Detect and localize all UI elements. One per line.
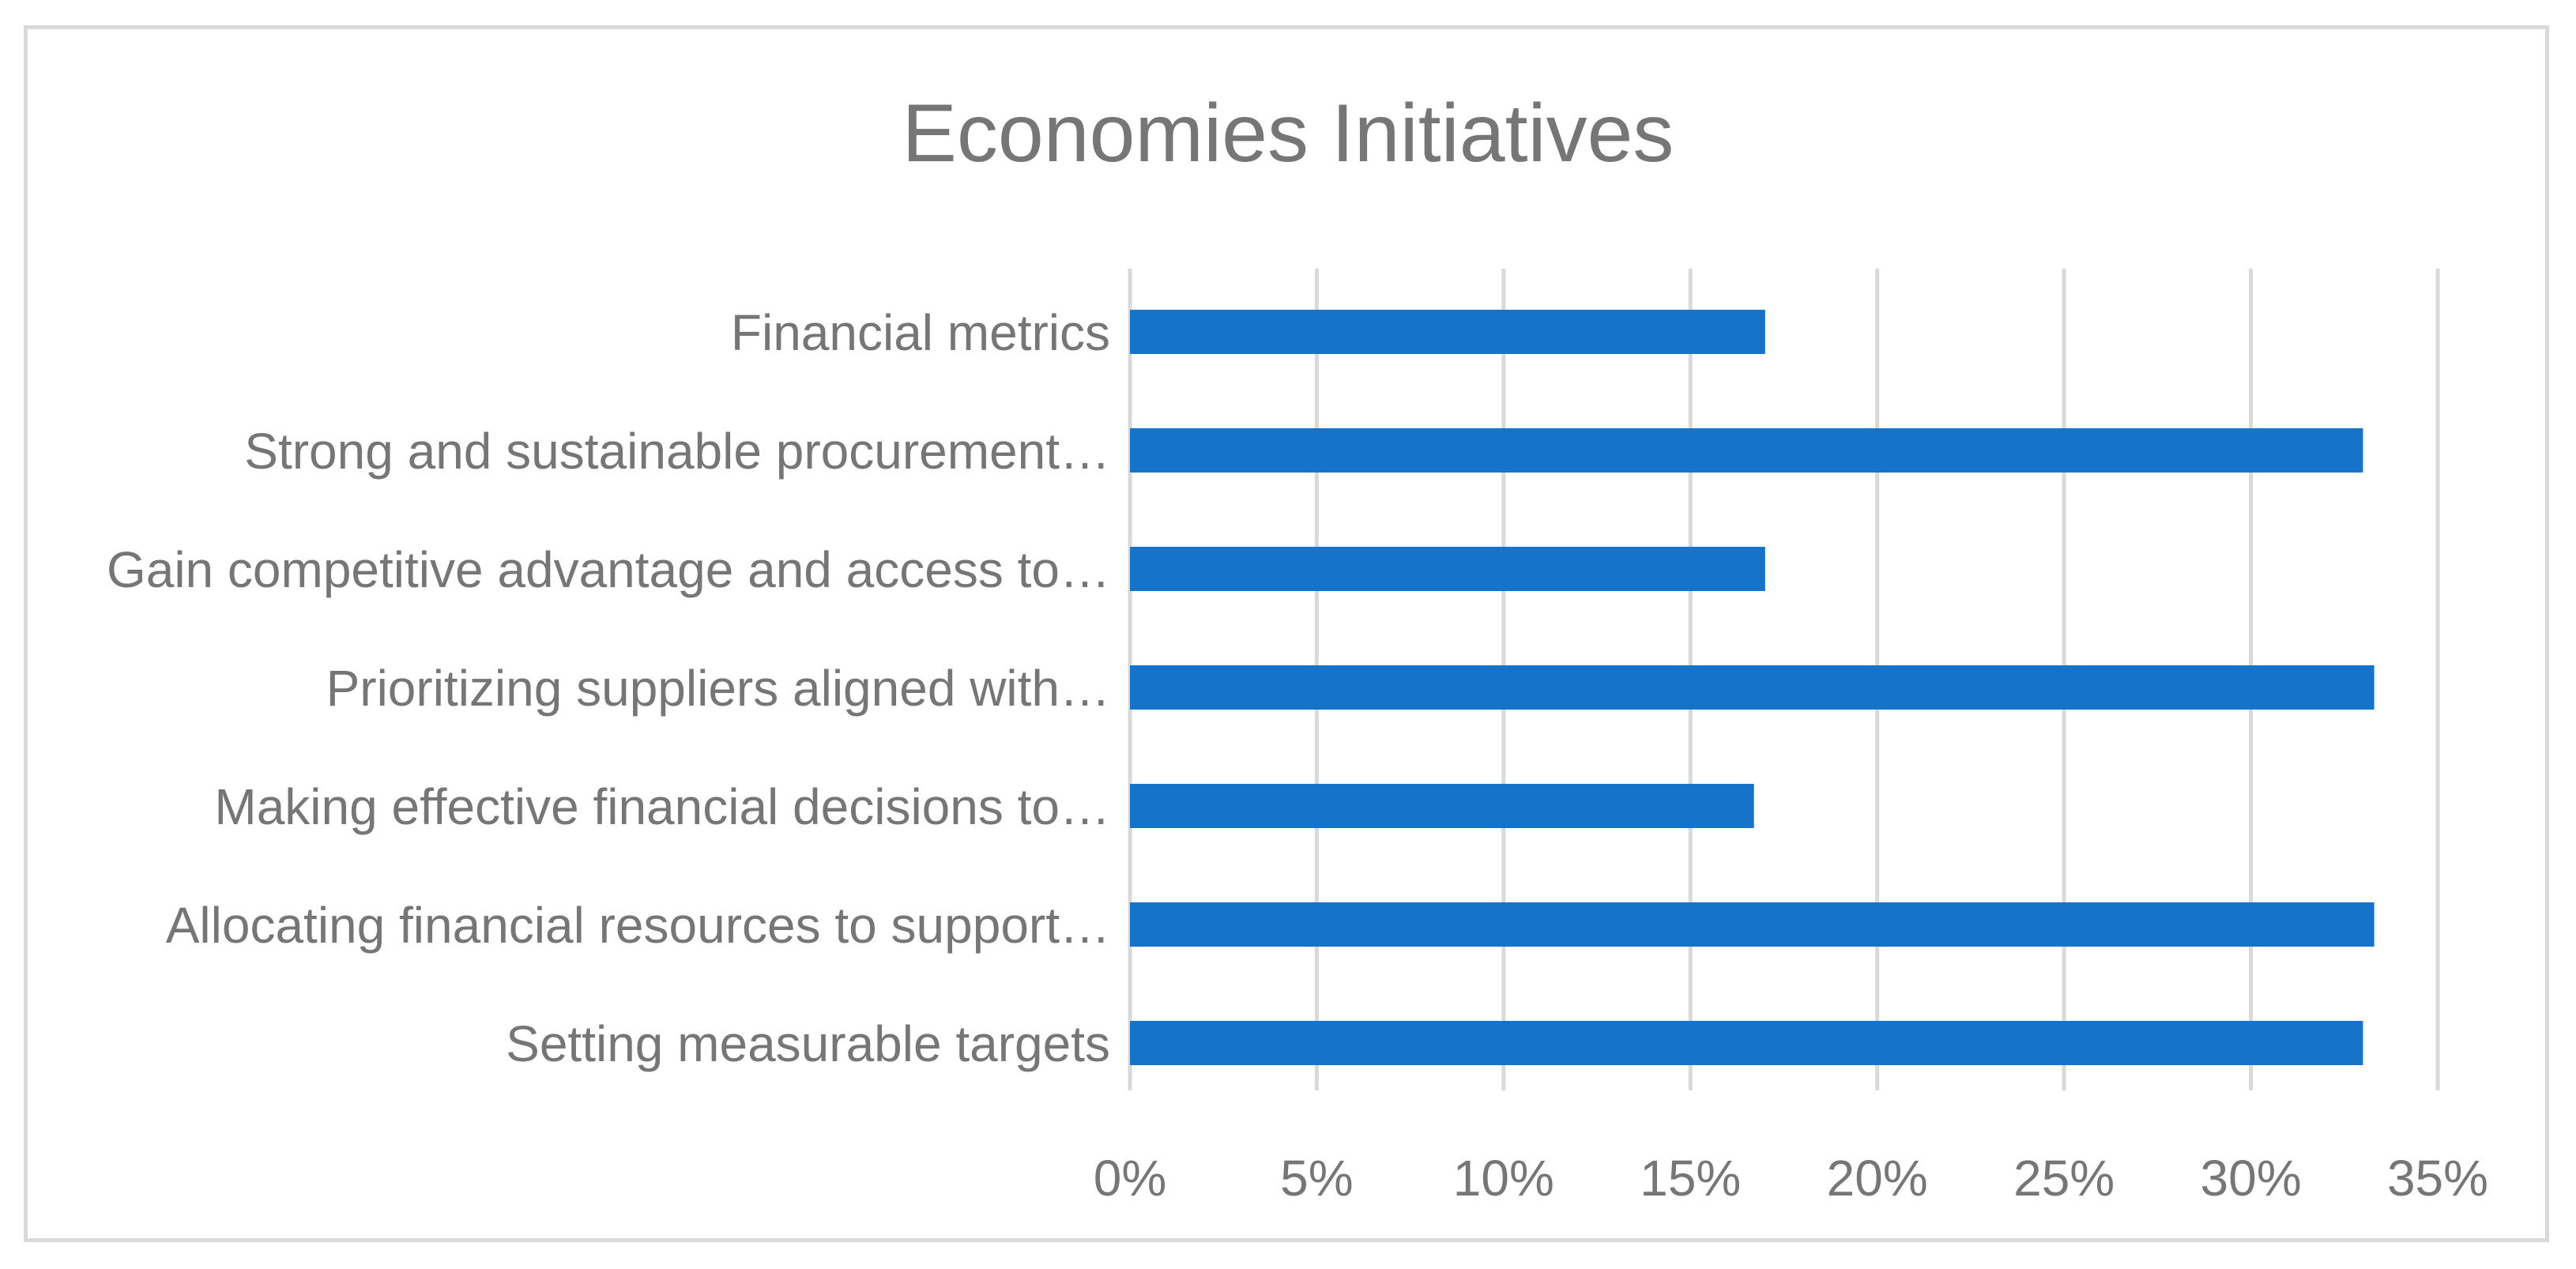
category-label: Strong and sustainable procurement…: [244, 423, 1110, 480]
bar: [1130, 784, 1754, 828]
x-tick-label: 0%: [1094, 1150, 1167, 1207]
bar: [1130, 665, 2375, 710]
chart-title: Economies Initiatives: [902, 88, 1674, 179]
category-label: Prioritizing suppliers aligned with…: [326, 660, 1110, 717]
bars: [1130, 310, 2375, 1065]
category-label: Gain competitive advantage and access to…: [107, 541, 1110, 598]
bar: [1130, 1021, 2363, 1065]
x-axis-tick-labels: 0% 5% 10% 15% 20% 25% 30% 35%: [1094, 1150, 2488, 1207]
bar: [1130, 428, 2363, 473]
x-tick-label: 10%: [1453, 1150, 1554, 1207]
category-label: Financial metrics: [731, 304, 1110, 361]
bar: [1130, 547, 1765, 591]
category-labels: Financial metrics Strong and sustainable …: [107, 304, 1110, 1072]
x-tick-label: 5%: [1280, 1150, 1354, 1207]
x-tick-label: 25%: [2013, 1150, 2115, 1207]
category-label: Setting measurable targets: [506, 1015, 1110, 1072]
x-tick-label: 20%: [1827, 1150, 1928, 1207]
x-tick-label: 35%: [2387, 1150, 2488, 1207]
bar: [1130, 310, 1765, 354]
category-label: Making effective financial decisions to…: [214, 778, 1110, 835]
bar: [1130, 902, 2375, 947]
category-label: Allocating financial resources to suppor…: [166, 897, 1110, 954]
x-tick-label: 15%: [1640, 1150, 1741, 1207]
x-tick-label: 30%: [2201, 1150, 2302, 1207]
